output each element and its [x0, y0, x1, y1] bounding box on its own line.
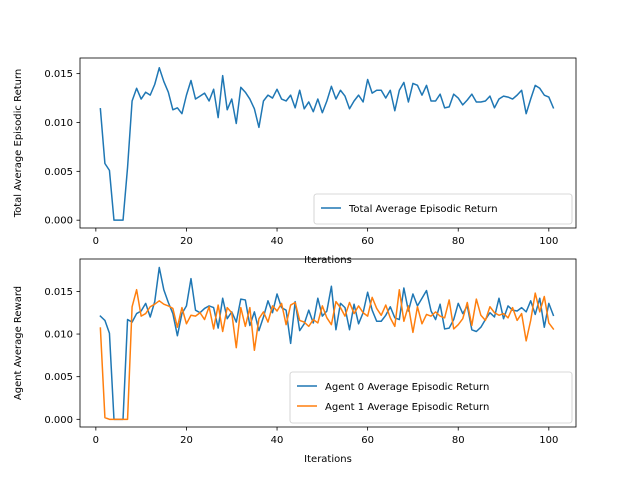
series-line-0-0 — [99, 67, 555, 221]
x-tick-label-1-1: 20 — [180, 435, 193, 446]
chart-0: 0 20 40 60 80 100 0.000 0.005 0.010 0.015 Iteratio… — [13, 57, 577, 266]
x-tick-label-0-4: 80 — [452, 236, 465, 247]
legend-label-1-1: Agent 1 Average Episodic Return — [325, 402, 489, 413]
x-tick-label-0-5: 100 — [539, 236, 558, 247]
y-axis-label-1: Agent Average Reward — [13, 286, 24, 400]
x-tick-label-0-0: 0 — [93, 236, 99, 247]
y-tick-label-0-0: 0.000 — [44, 216, 73, 227]
chart-1: 0 20 40 60 80 100 0.000 0.005 0.010 0.015 Iteratio… — [13, 258, 577, 465]
y-tick-label-1-0: 0.000 — [44, 415, 73, 426]
y-tick-label-0-1: 0.005 — [44, 167, 73, 178]
legend-label-0-0: Total Average Episodic Return — [348, 204, 498, 215]
x-tick-label-1-4: 80 — [452, 435, 465, 446]
x-axis-label-1: Iterations — [304, 454, 352, 465]
legend-box-0 — [313, 193, 573, 225]
x-tick-label-0-2: 40 — [271, 236, 284, 247]
x-tick-label-0-3: 60 — [361, 236, 374, 247]
y-tick-label-1-2: 0.010 — [44, 330, 73, 341]
y-tick-label-0-2: 0.010 — [44, 118, 73, 129]
x-tick-label-1-3: 60 — [361, 435, 374, 446]
axes-frame-1 — [79, 258, 577, 428]
x-tick-label-1-2: 40 — [271, 435, 284, 446]
y-axis-label-0: Total Average Episodic Return — [13, 69, 24, 219]
series-line-1-0 — [99, 266, 555, 421]
axes-frame-0 — [79, 57, 577, 229]
series-line-1-1 — [99, 288, 555, 421]
x-tick-label-0-1: 20 — [180, 236, 193, 247]
x-axis-label-0: Iterations — [304, 255, 352, 266]
legend-box-1 — [289, 371, 573, 424]
y-tick-label-0-3: 0.015 — [44, 69, 73, 80]
y-tick-label-1-3: 0.015 — [44, 287, 73, 298]
legend-label-1-0: Agent 0 Average Episodic Return — [325, 382, 489, 393]
y-tick-label-1-1: 0.005 — [44, 372, 73, 383]
x-tick-label-1-5: 100 — [539, 435, 558, 446]
x-tick-label-1-0: 0 — [93, 435, 99, 446]
